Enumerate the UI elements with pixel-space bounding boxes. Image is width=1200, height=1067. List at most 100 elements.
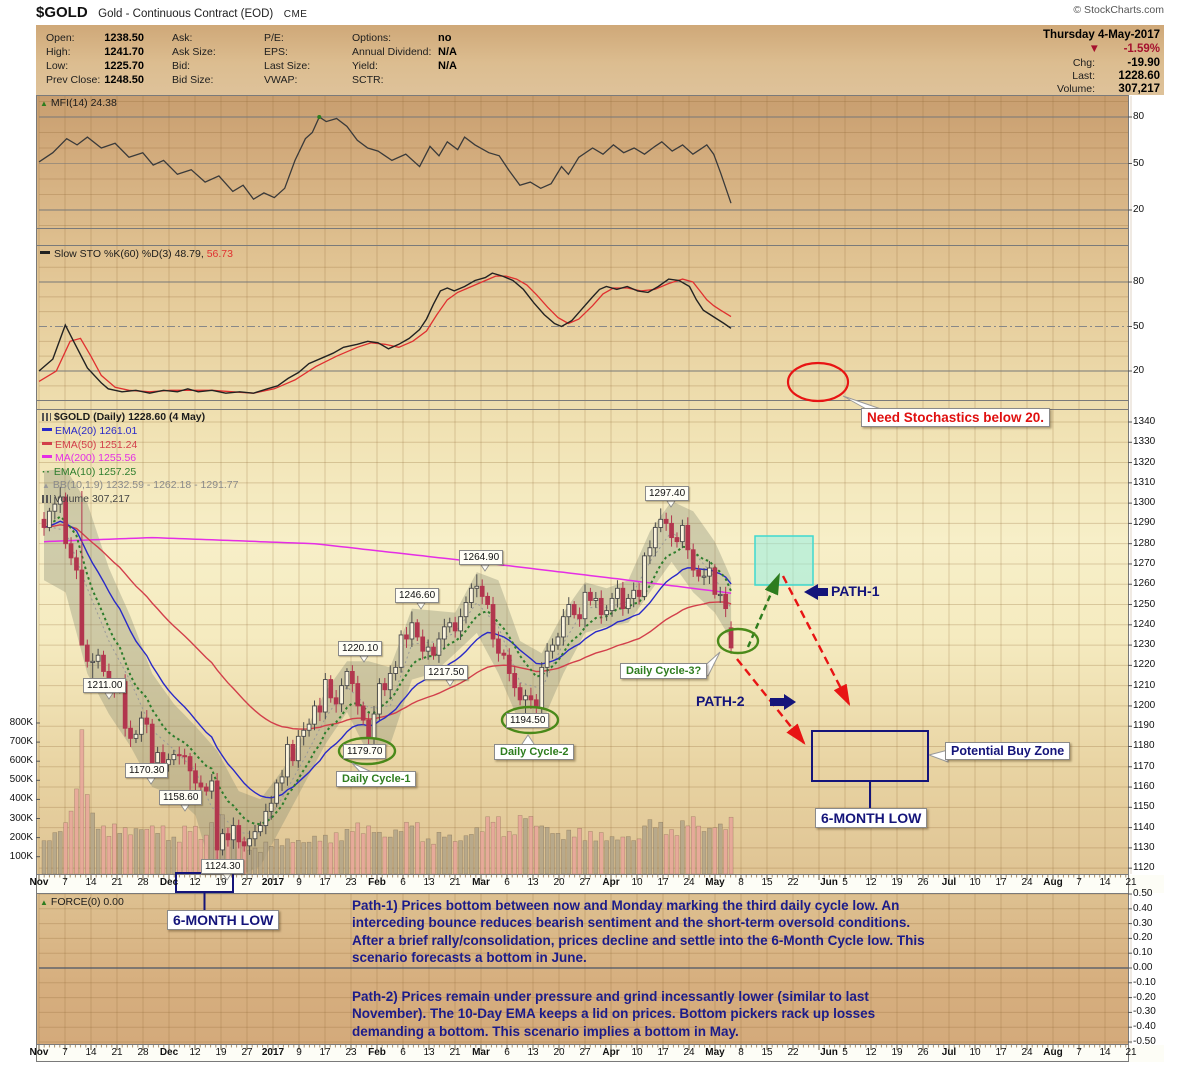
volume-bar [404,821,409,875]
candle-body [198,782,204,788]
candle-body [241,841,247,847]
candle-body [263,810,269,827]
candle-body [225,833,231,841]
date-axis-label: Aug [1043,1047,1063,1058]
date-axis-label: 19 [215,877,227,888]
candle-body [322,679,328,713]
volume-bar [398,831,404,875]
date-axis-label: 21 [111,1047,123,1058]
date-axis-label: 2017 [261,1047,285,1058]
path1-decline-arrow [781,575,851,707]
volume-axis-tick: 100K [9,850,33,862]
candle-body [523,695,528,701]
date-axis-label: 8 [738,1047,744,1058]
date-axis-label: 26 [917,877,929,888]
volume-value: 307,217 [1118,83,1160,95]
date-axis-label: Jun [820,1047,838,1058]
date-axis-label: 26 [917,1047,929,1058]
path2-scenario-text: Path-2) Prices remain under pressure and… [352,989,876,1039]
candle-body [631,589,637,599]
candle-body [274,782,279,804]
volume-bar [339,840,344,875]
candle-body [236,825,242,843]
force-axis-tick: 0.30 [1133,917,1153,929]
candle-body [582,591,588,620]
force-axis-tick: 0.40 [1133,902,1153,914]
volume-bar [707,827,712,875]
last-value: 1228.60 [1118,70,1160,82]
candle-body [723,593,729,610]
force-indicator-icon: ▲ [40,898,48,907]
candle-body [382,683,388,691]
price-axis-tick: 1220 [1133,659,1156,671]
candle-body [144,717,150,725]
date-axis-label: May [705,877,725,888]
price-axis-tick: 1300 [1133,497,1156,509]
date-axis-label: 14 [85,877,97,888]
price-axis-tick: 1180 [1133,740,1155,752]
candle-body [193,770,198,784]
volume-bar [263,841,269,875]
volume-bar [609,836,615,875]
symbol: $GOLD [36,4,88,21]
date-axis-label: 15 [761,877,773,888]
quote-label: Ask: [172,32,193,44]
candle-body [295,735,301,762]
volume-bar [523,818,528,875]
date-axis-label: 23 [345,1047,357,1058]
volume-axis-tick: 700K [9,736,33,748]
candle-body [485,595,490,605]
sto-axis-tick: 80 [1133,276,1145,288]
candle-body [63,496,68,545]
candle-body [469,587,474,603]
volume-bar [690,816,696,875]
volume-bar [128,834,133,875]
date-axis-label: 6 [504,877,510,888]
price-flag-tail [104,692,114,700]
candle-body [571,604,577,616]
sto-axis-tick: 50 [1133,320,1145,332]
candle-body [712,567,718,595]
volume-bar [479,831,485,875]
date-axis-label: 17 [657,877,669,888]
quote-value: no [438,32,452,44]
path1-bounce-arrow [746,572,781,648]
volume-bar [387,836,393,875]
volume-bar [74,788,79,875]
volume-bar [442,836,447,875]
date-axis-label: Apr [602,877,620,888]
volume-bar [555,833,561,875]
candle-body [355,683,361,707]
price-axis-tick: 1200 [1133,699,1156,711]
price-axis-tick: 1280 [1133,537,1156,549]
sto-percent-k-line [38,272,732,394]
bollinger-mid-line [43,524,732,834]
potential-buy-zone-callout: Potential Buy Zone [945,742,1071,760]
volume-bar [285,838,290,875]
candle-body [701,575,707,578]
price-axis-tick: 1120 [1133,862,1155,874]
volume-bar [593,840,599,875]
candle-body [674,537,680,543]
daily-cycle2-callout: Daily Cycle-2 [494,744,575,760]
price-axis-tick: 1240 [1133,618,1156,630]
volume-bar [296,840,301,875]
volume-legend: Volume 307,217 [42,493,130,505]
candle-body [431,646,436,656]
date-axis-label: 28 [137,877,149,888]
down-triangle-icon: ▼ [1088,43,1100,55]
volume-bar [301,842,306,875]
volume-bar [166,840,171,875]
volume-bar [187,831,193,875]
volume-bar [144,828,150,875]
candle-body [176,754,182,757]
volume-axis-tick: 400K [9,793,33,805]
quote-label: High: [46,46,71,58]
copyright: © StockCharts.com [1073,4,1164,16]
quote-label: Yield: [352,60,378,72]
price-axis-tick: 1310 [1133,476,1156,488]
candle-body [414,622,420,638]
date-axis-label: 24 [683,877,695,888]
volume-bar [496,816,501,875]
ema10-legend: ·· EMA(10) 1257.25 [42,465,137,478]
